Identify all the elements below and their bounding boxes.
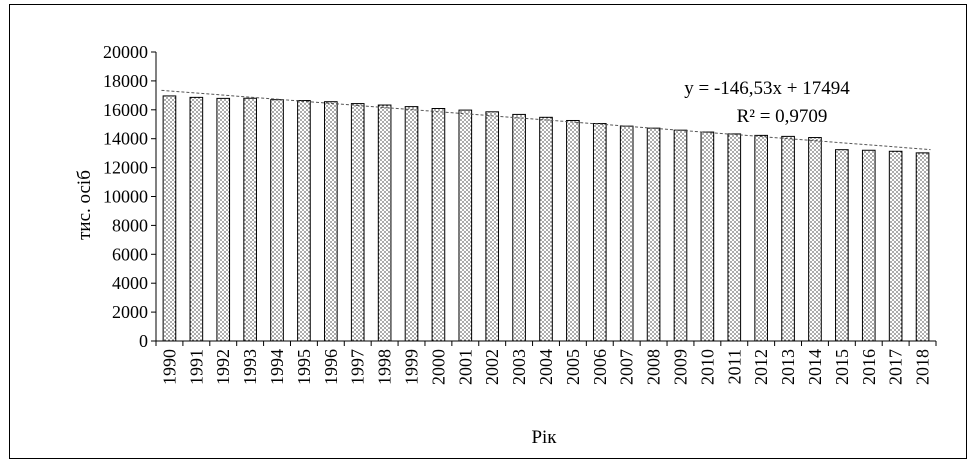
x-tick-label: 1999 [402, 349, 422, 385]
y-tick-label: 14000 [103, 129, 148, 149]
x-tick-label: 1995 [294, 349, 314, 385]
x-tick-label: 2015 [832, 349, 852, 385]
x-tick-label: 2012 [751, 349, 771, 385]
x-tick-label: 1992 [213, 349, 233, 385]
x-tick-label: 2018 [913, 349, 933, 385]
chart-svg: 0 2000 4000 6000 8000 10000 12000 14000 16000 180… [74, 42, 937, 448]
x-tick-label: 2011 [724, 349, 744, 384]
y-tick-label: 2000 [112, 302, 148, 322]
chart-frame: 0 2000 4000 6000 8000 10000 12000 14000 16000 180… [9, 4, 967, 459]
bar [566, 119, 580, 342]
bar [754, 134, 768, 342]
bars [162, 95, 930, 342]
x-tick-label: 1993 [240, 349, 260, 385]
y-tick-label: 0 [139, 331, 148, 351]
x-tick-label: 2003 [509, 349, 529, 385]
x-tick-label: 1996 [321, 349, 341, 385]
bar [727, 133, 742, 342]
x-tick-label: 2006 [590, 349, 610, 385]
bar [297, 100, 311, 342]
y-tick-label: 8000 [112, 215, 148, 235]
x-tick-label: 2016 [859, 349, 879, 385]
bar [781, 135, 795, 342]
x-tick-label: 2014 [805, 349, 825, 385]
bar [324, 101, 338, 342]
x-tick-label: 2013 [778, 349, 798, 385]
trendline-r-squared: R² = 0,9709 [737, 106, 828, 127]
x-tick-label: 2001 [455, 349, 475, 385]
x-axis: 1990 1991 1992 1993 1994 1995 1996 1997 1998 1999… [155, 340, 937, 385]
bar [700, 131, 715, 342]
x-tick-label: 2007 [617, 349, 637, 385]
y-tick-label: 12000 [103, 158, 148, 178]
y-tick-label: 16000 [103, 100, 148, 120]
x-tick-label: 2002 [482, 349, 502, 385]
trendline-equation: y = -146,53x + 17494 [684, 78, 850, 99]
y-tick-label: 20000 [103, 42, 148, 62]
bar [270, 99, 284, 342]
x-tick-label: 2009 [670, 349, 690, 385]
bar [243, 97, 257, 342]
y-tick-label: 4000 [112, 273, 148, 293]
y-tick-label: 18000 [103, 71, 148, 91]
bar [673, 129, 688, 342]
x-tick-label: 2008 [644, 349, 664, 385]
x-tick-label: 1998 [375, 349, 395, 385]
x-tick-label: 1997 [348, 349, 368, 385]
x-tick-label: 2010 [697, 349, 717, 385]
bar [216, 97, 231, 342]
bar [162, 95, 177, 342]
x-tick-label: 2000 [428, 349, 448, 385]
bar [888, 150, 903, 342]
bar [861, 149, 876, 342]
y-axis-label: тис. осіб [74, 170, 95, 240]
bar [512, 113, 526, 342]
bar [189, 96, 204, 342]
bar [808, 137, 822, 342]
bar [431, 108, 446, 342]
x-tick-label: 2004 [536, 349, 556, 385]
x-axis-label: Рік [531, 427, 557, 448]
y-axis: 0 2000 4000 6000 8000 10000 12000 14000 16000 180… [103, 42, 157, 351]
bar [539, 116, 553, 342]
trendline-line [161, 89, 931, 151]
x-tick-label: 1991 [186, 349, 206, 385]
trendline [161, 89, 931, 151]
x-tick-label: 2017 [886, 349, 906, 385]
bar [592, 123, 607, 342]
bar [404, 106, 419, 342]
y-tick-label: 10000 [103, 187, 148, 207]
bar [915, 152, 930, 342]
bar [646, 127, 661, 342]
y-tick-label: 6000 [112, 244, 148, 264]
bar [350, 103, 365, 342]
bar [485, 111, 500, 342]
x-tick-label: 1994 [267, 349, 287, 385]
bar [619, 125, 634, 342]
x-tick-label: 1990 [159, 349, 179, 385]
bar [458, 109, 473, 342]
bar [835, 149, 849, 342]
bar [377, 104, 392, 342]
x-tick-label: 2005 [563, 349, 583, 385]
